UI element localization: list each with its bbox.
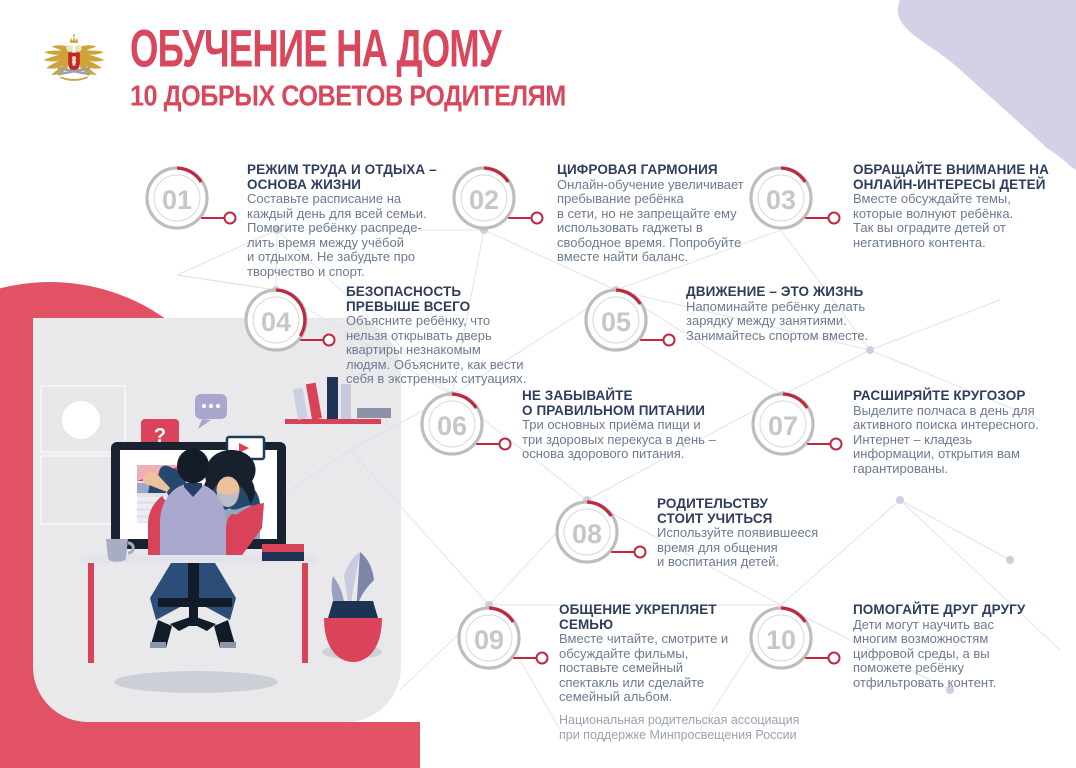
svg-text:08: 08: [572, 519, 602, 549]
svg-text:06: 06: [437, 411, 467, 441]
svg-text:04: 04: [261, 307, 291, 337]
svg-text:02: 02: [469, 185, 499, 215]
svg-text:01: 01: [162, 185, 192, 215]
svg-text:07: 07: [768, 411, 798, 441]
svg-text:03: 03: [766, 185, 796, 215]
svg-text:09: 09: [474, 625, 504, 655]
svg-text:10: 10: [766, 625, 796, 655]
svg-text:05: 05: [601, 307, 631, 337]
